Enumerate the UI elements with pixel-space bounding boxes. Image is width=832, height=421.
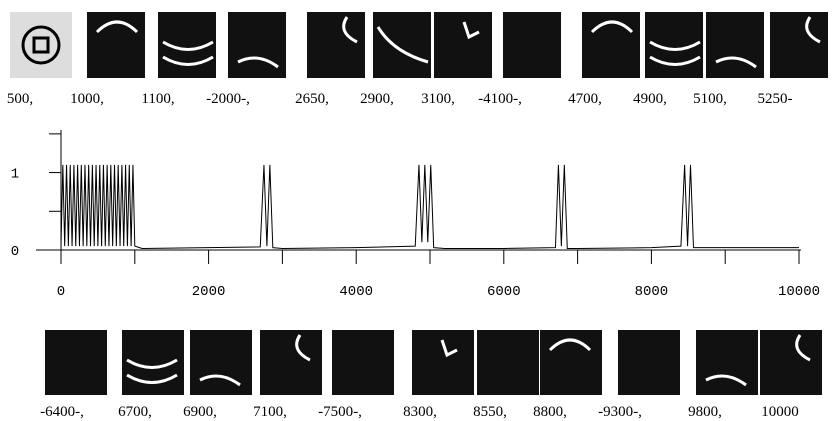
thumbnail bbox=[122, 330, 184, 395]
thumb-image bbox=[477, 330, 539, 395]
thumbnail bbox=[434, 12, 492, 78]
thumbnail bbox=[332, 330, 394, 395]
thumb-image bbox=[770, 12, 828, 78]
thumb-label: 9800, bbox=[688, 404, 722, 420]
thumb-label: 4700, bbox=[568, 91, 602, 107]
thumbnail bbox=[696, 330, 758, 395]
thumb-image bbox=[618, 330, 680, 395]
thumb-image bbox=[228, 12, 286, 78]
thumb-label: 7100, bbox=[253, 404, 287, 420]
thumb-label: 1100, bbox=[141, 91, 174, 107]
chart: 0 1 0 2000 4000 6000 8000 10000 bbox=[11, 130, 820, 300]
thumb-label: 8300, bbox=[403, 404, 437, 420]
thumbnail bbox=[477, 330, 539, 395]
thumbnail bbox=[307, 12, 365, 78]
thumb-label: 2900, bbox=[360, 91, 394, 107]
thumbnail bbox=[260, 330, 322, 395]
thumb-image bbox=[696, 330, 758, 395]
thumb-image bbox=[190, 330, 252, 395]
thumb-label: -9300-, bbox=[598, 404, 642, 420]
thumb-label: 6700, bbox=[118, 404, 152, 420]
thumbnail bbox=[10, 12, 72, 78]
thumb-image bbox=[10, 12, 72, 78]
x-tick-label: 2000 bbox=[192, 284, 226, 300]
thumbnail bbox=[190, 330, 252, 395]
data-line bbox=[61, 165, 799, 249]
thumb-label: -4100-, bbox=[478, 91, 522, 107]
thumbnail bbox=[412, 330, 474, 395]
x-tick-label: 8000 bbox=[635, 284, 669, 300]
thumbnail bbox=[373, 12, 431, 78]
thumbnail bbox=[706, 12, 764, 78]
thumb-label: 2650, bbox=[295, 91, 329, 107]
thumb-label: 10000 bbox=[761, 404, 799, 420]
thumb-label: 3100, bbox=[421, 91, 455, 107]
thumb-label: 1000, bbox=[70, 91, 104, 107]
x-tick-label: 0 bbox=[57, 284, 65, 300]
thumb-image bbox=[503, 12, 561, 78]
thumb-image bbox=[760, 330, 822, 395]
thumb-image bbox=[706, 12, 764, 78]
thumb-label: 500, bbox=[7, 91, 33, 107]
x-tick-label: 10000 bbox=[778, 284, 820, 300]
thumb-image bbox=[260, 330, 322, 395]
x-tick-label: 6000 bbox=[487, 284, 521, 300]
thumbnail bbox=[760, 330, 822, 395]
thumb-label: -2000-, bbox=[206, 91, 250, 107]
thumb-label: 5100, bbox=[693, 91, 727, 107]
thumbnail bbox=[158, 12, 216, 78]
thumbnail bbox=[770, 12, 828, 78]
x-tick-label: 4000 bbox=[339, 284, 373, 300]
thumb-label: 4900, bbox=[633, 91, 667, 107]
thumb-label: -7500-, bbox=[318, 404, 362, 420]
thumbnail bbox=[645, 12, 703, 78]
thumb-label: 8550, bbox=[473, 404, 507, 420]
thumbnail bbox=[618, 330, 680, 395]
figure: 500, 1000, 1100, -2000-, 2650, 2900, 3100, -410… bbox=[0, 0, 832, 421]
thumbnail bbox=[228, 12, 286, 78]
thumb-label: 5250- bbox=[758, 91, 793, 107]
thumbnail bbox=[45, 330, 107, 395]
thumb-image bbox=[332, 330, 394, 395]
thumb-label: 6900, bbox=[183, 404, 217, 420]
y-tick-label: 1 bbox=[11, 167, 19, 183]
thumb-image bbox=[45, 330, 107, 395]
thumb-image bbox=[373, 12, 431, 78]
thumb-label: -6400-, bbox=[40, 404, 84, 420]
thumbnail bbox=[87, 12, 145, 78]
y-tick-label: 0 bbox=[11, 244, 19, 260]
thumb-image bbox=[434, 12, 492, 78]
thumb-image bbox=[307, 12, 365, 78]
thumbnail bbox=[582, 12, 640, 78]
thumbnail bbox=[540, 330, 602, 395]
thumbnail bbox=[503, 12, 561, 78]
thumb-label: 8800, bbox=[533, 404, 567, 420]
